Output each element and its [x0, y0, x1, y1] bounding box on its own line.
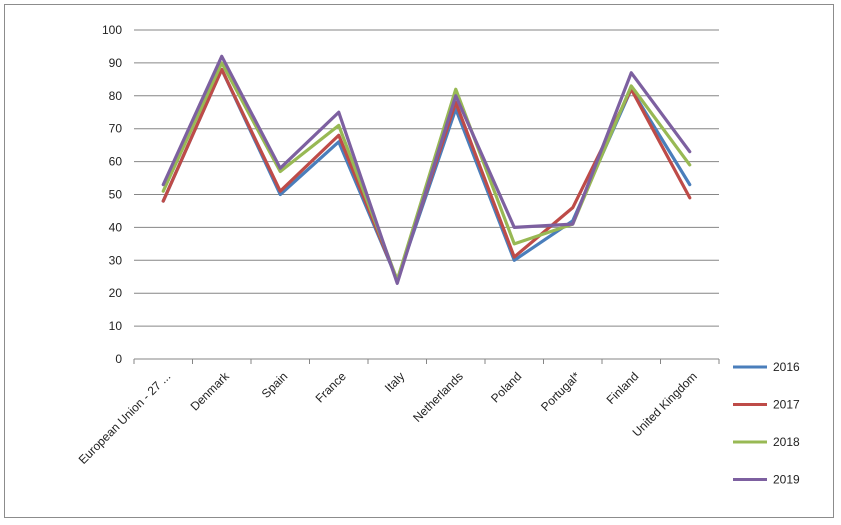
x-category-label: Poland [488, 369, 524, 405]
x-axis [133, 359, 720, 364]
x-axis-category-labels: European Union - 27 ... Denmark Spain Franc… [76, 369, 700, 467]
x-category-label: Finland [604, 369, 642, 407]
legend: 2016 2017 2018 2019 [733, 360, 800, 487]
y-tick-label: 10 [109, 319, 123, 333]
x-category-label: Portugal* [538, 369, 583, 414]
legend-label: 2019 [773, 473, 800, 487]
legend-label: 2016 [773, 360, 800, 374]
y-tick-label: 0 [115, 352, 122, 366]
y-tick-label: 70 [109, 122, 123, 136]
line-chart: 0 10 20 30 40 50 60 70 80 90 100 European Union - … [76, 23, 800, 487]
series-lines [161, 54, 692, 285]
y-tick-label: 40 [109, 220, 123, 234]
y-axis-tick-labels: 0 10 20 30 40 50 60 70 80 90 100 [102, 23, 122, 366]
y-tick-label: 60 [109, 155, 123, 169]
x-category-label: Spain [259, 369, 291, 401]
y-tick-label: 20 [109, 286, 123, 300]
x-category-label: Italy [382, 369, 407, 394]
chart-frame: 0 10 20 30 40 50 60 70 80 90 100 European Union - … [4, 4, 834, 518]
x-category-label: European Union - 27 ... [76, 369, 174, 467]
y-tick-label: 90 [109, 56, 123, 70]
x-category-label: Denmark [188, 369, 233, 414]
legend-label: 2017 [773, 398, 800, 412]
y-tick-label: 30 [109, 253, 123, 267]
y-tick-label: 80 [109, 89, 123, 103]
x-category-label: France [313, 369, 350, 406]
y-tick-label: 50 [109, 188, 123, 202]
legend-label: 2018 [773, 435, 800, 449]
y-tick-label: 100 [102, 23, 122, 37]
x-category-label: Netherlands [410, 369, 466, 425]
series-line-2019 [161, 54, 692, 285]
